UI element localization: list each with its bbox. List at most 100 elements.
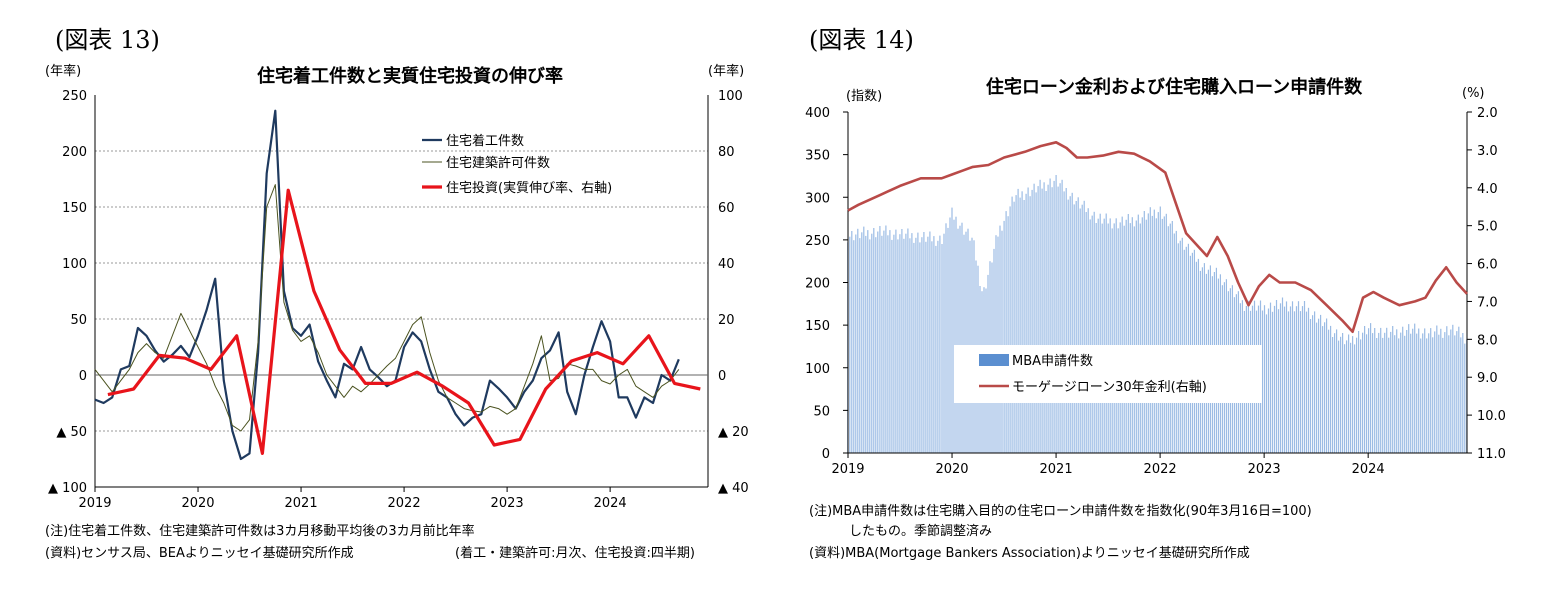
chart-13-ytick-left: ▲ 100 [48, 481, 87, 496]
chart-14-bar [849, 236, 851, 453]
chart-14-bar [1281, 297, 1284, 453]
chart-14-bar [1049, 178, 1051, 453]
chart-14-bar [1171, 221, 1173, 453]
chart-14-bar [1386, 327, 1388, 453]
chart-14-bar [1111, 228, 1113, 453]
chart-14-bar [1159, 206, 1161, 453]
chart-14-bar [1360, 339, 1362, 453]
chart-14-bar [923, 232, 925, 453]
chart-14-bar [1131, 217, 1133, 453]
chart-14-rate-line [847, 141, 1468, 334]
chart-14-bar [1095, 223, 1097, 453]
chart-14-ytick-right: 9.0 [1477, 371, 1498, 386]
chart-14-bar [1263, 305, 1266, 453]
chart-14-bar [1155, 218, 1157, 453]
chart-14-bar [943, 233, 945, 453]
chart-13-ytick-right: 40 [718, 257, 735, 272]
chart-14-bar [1113, 223, 1115, 453]
chart-14-bar [1135, 220, 1137, 453]
chart-14-bar [1356, 337, 1358, 453]
chart-14-bar [1408, 324, 1410, 453]
chart-14-bar [857, 228, 859, 453]
chart-14-bar [897, 239, 899, 453]
chart-14-bar [1293, 311, 1296, 453]
chart-14-bar [879, 226, 881, 453]
chart-14-bar [1436, 325, 1438, 453]
figure-13: (図表 13) 住宅着工件数と実質住宅投資の伸び率 (年率) (年率) 250 200 1… [45, 26, 749, 561]
chart-14-bar [1368, 328, 1370, 453]
chart-14-bar [1075, 201, 1077, 453]
chart-14-bar [1035, 192, 1037, 453]
chart-14-bar [1277, 309, 1280, 453]
chart-14-bar [1047, 184, 1049, 453]
chart-14-bar [927, 236, 929, 453]
chart-13-ytick-right: 0 [718, 369, 726, 384]
chart-14-bar [1125, 219, 1127, 453]
chart-14-bar [1332, 337, 1334, 453]
chart-14-bar [1077, 197, 1079, 453]
chart-14-bar [1079, 208, 1081, 453]
chart-14-bar [1121, 216, 1123, 453]
chart-14-bar [855, 234, 857, 453]
chart-14-bar [1007, 216, 1009, 453]
chart-14-legend-label-bars: MBA申請件数 [1012, 354, 1093, 369]
chart-14-bar [933, 236, 935, 453]
chart-14-bar [1432, 337, 1434, 453]
chart-14-bar [1362, 332, 1364, 453]
chart-14-bar [1071, 192, 1073, 454]
chart-13-ytick-left: 0 [79, 369, 87, 384]
chart-14-bar [1450, 329, 1452, 453]
chart-14-bar [1137, 214, 1139, 453]
chart-14-bar [941, 244, 943, 453]
chart-14-bar [1165, 213, 1167, 453]
chart-14-bar [911, 233, 913, 453]
chart-14-bar [1139, 223, 1141, 453]
chart-14-bar [1394, 335, 1396, 453]
chart-14-bar [1147, 213, 1149, 453]
chart-14-bar [1303, 301, 1306, 453]
chart-14-bar [1083, 200, 1085, 453]
chart-14-bar [1057, 186, 1059, 453]
chart-14-bar [1101, 223, 1103, 453]
chart-14-bar [1115, 218, 1117, 453]
chart-14-ytick-right: 7.0 [1477, 295, 1498, 310]
figure-13-note-1: (注)住宅着工件数、住宅建築許可件数は3カ月移動平均後の3カ月前比年率 [45, 524, 475, 539]
chart-14-bar [1400, 332, 1402, 453]
chart-14-bar [1458, 326, 1460, 453]
chart-14-bar [1348, 334, 1350, 453]
chart-14-ytick-left: 0 [822, 447, 830, 462]
chart-13-ytick-right: 100 [718, 89, 743, 104]
chart-14-bar [1105, 213, 1107, 453]
chart-14-bar [1430, 328, 1432, 453]
chart-14-bar [1087, 208, 1089, 453]
chart-14-bar [1289, 306, 1292, 453]
chart-14-bar [905, 233, 907, 453]
chart-14-bar [1309, 319, 1312, 453]
chart-14-legend-label-rate: モーゲージローン30年金利(右軸) [1012, 379, 1207, 395]
chart-14-legend-swatch-bars [979, 354, 1009, 366]
chart-14-bar [859, 238, 861, 453]
chart-13-legend-label: 住宅建築許可件数 [446, 156, 550, 171]
chart-14-bar [939, 235, 941, 453]
chart-14-ytick-left: 150 [805, 319, 830, 334]
chart-14-bar [1153, 209, 1155, 453]
chart-14-bar [1009, 206, 1011, 453]
chart-14-bar [953, 219, 955, 453]
chart-14-bar [995, 235, 997, 453]
chart-14-bar [1444, 332, 1446, 453]
chart-14-bar [1045, 191, 1047, 453]
chart-14-ylabel-left: (指数) [846, 89, 882, 104]
chart-13-ylabel-left: (年率) [45, 63, 81, 79]
chart-14-bar [913, 242, 915, 453]
chart-14-bar [1069, 196, 1071, 453]
chart-14-bar [1103, 218, 1105, 453]
chart-14-bar [1326, 318, 1328, 453]
chart-14-bar [1456, 331, 1458, 453]
chart-14-bar [1334, 333, 1336, 453]
chart-14-bar [935, 245, 937, 453]
chart-14-bar [1149, 207, 1151, 453]
chart-14-bar [883, 230, 885, 453]
chart-14-bar [1265, 314, 1268, 453]
chart-14-bar [1452, 324, 1454, 453]
chart-14-bar [1462, 333, 1464, 453]
